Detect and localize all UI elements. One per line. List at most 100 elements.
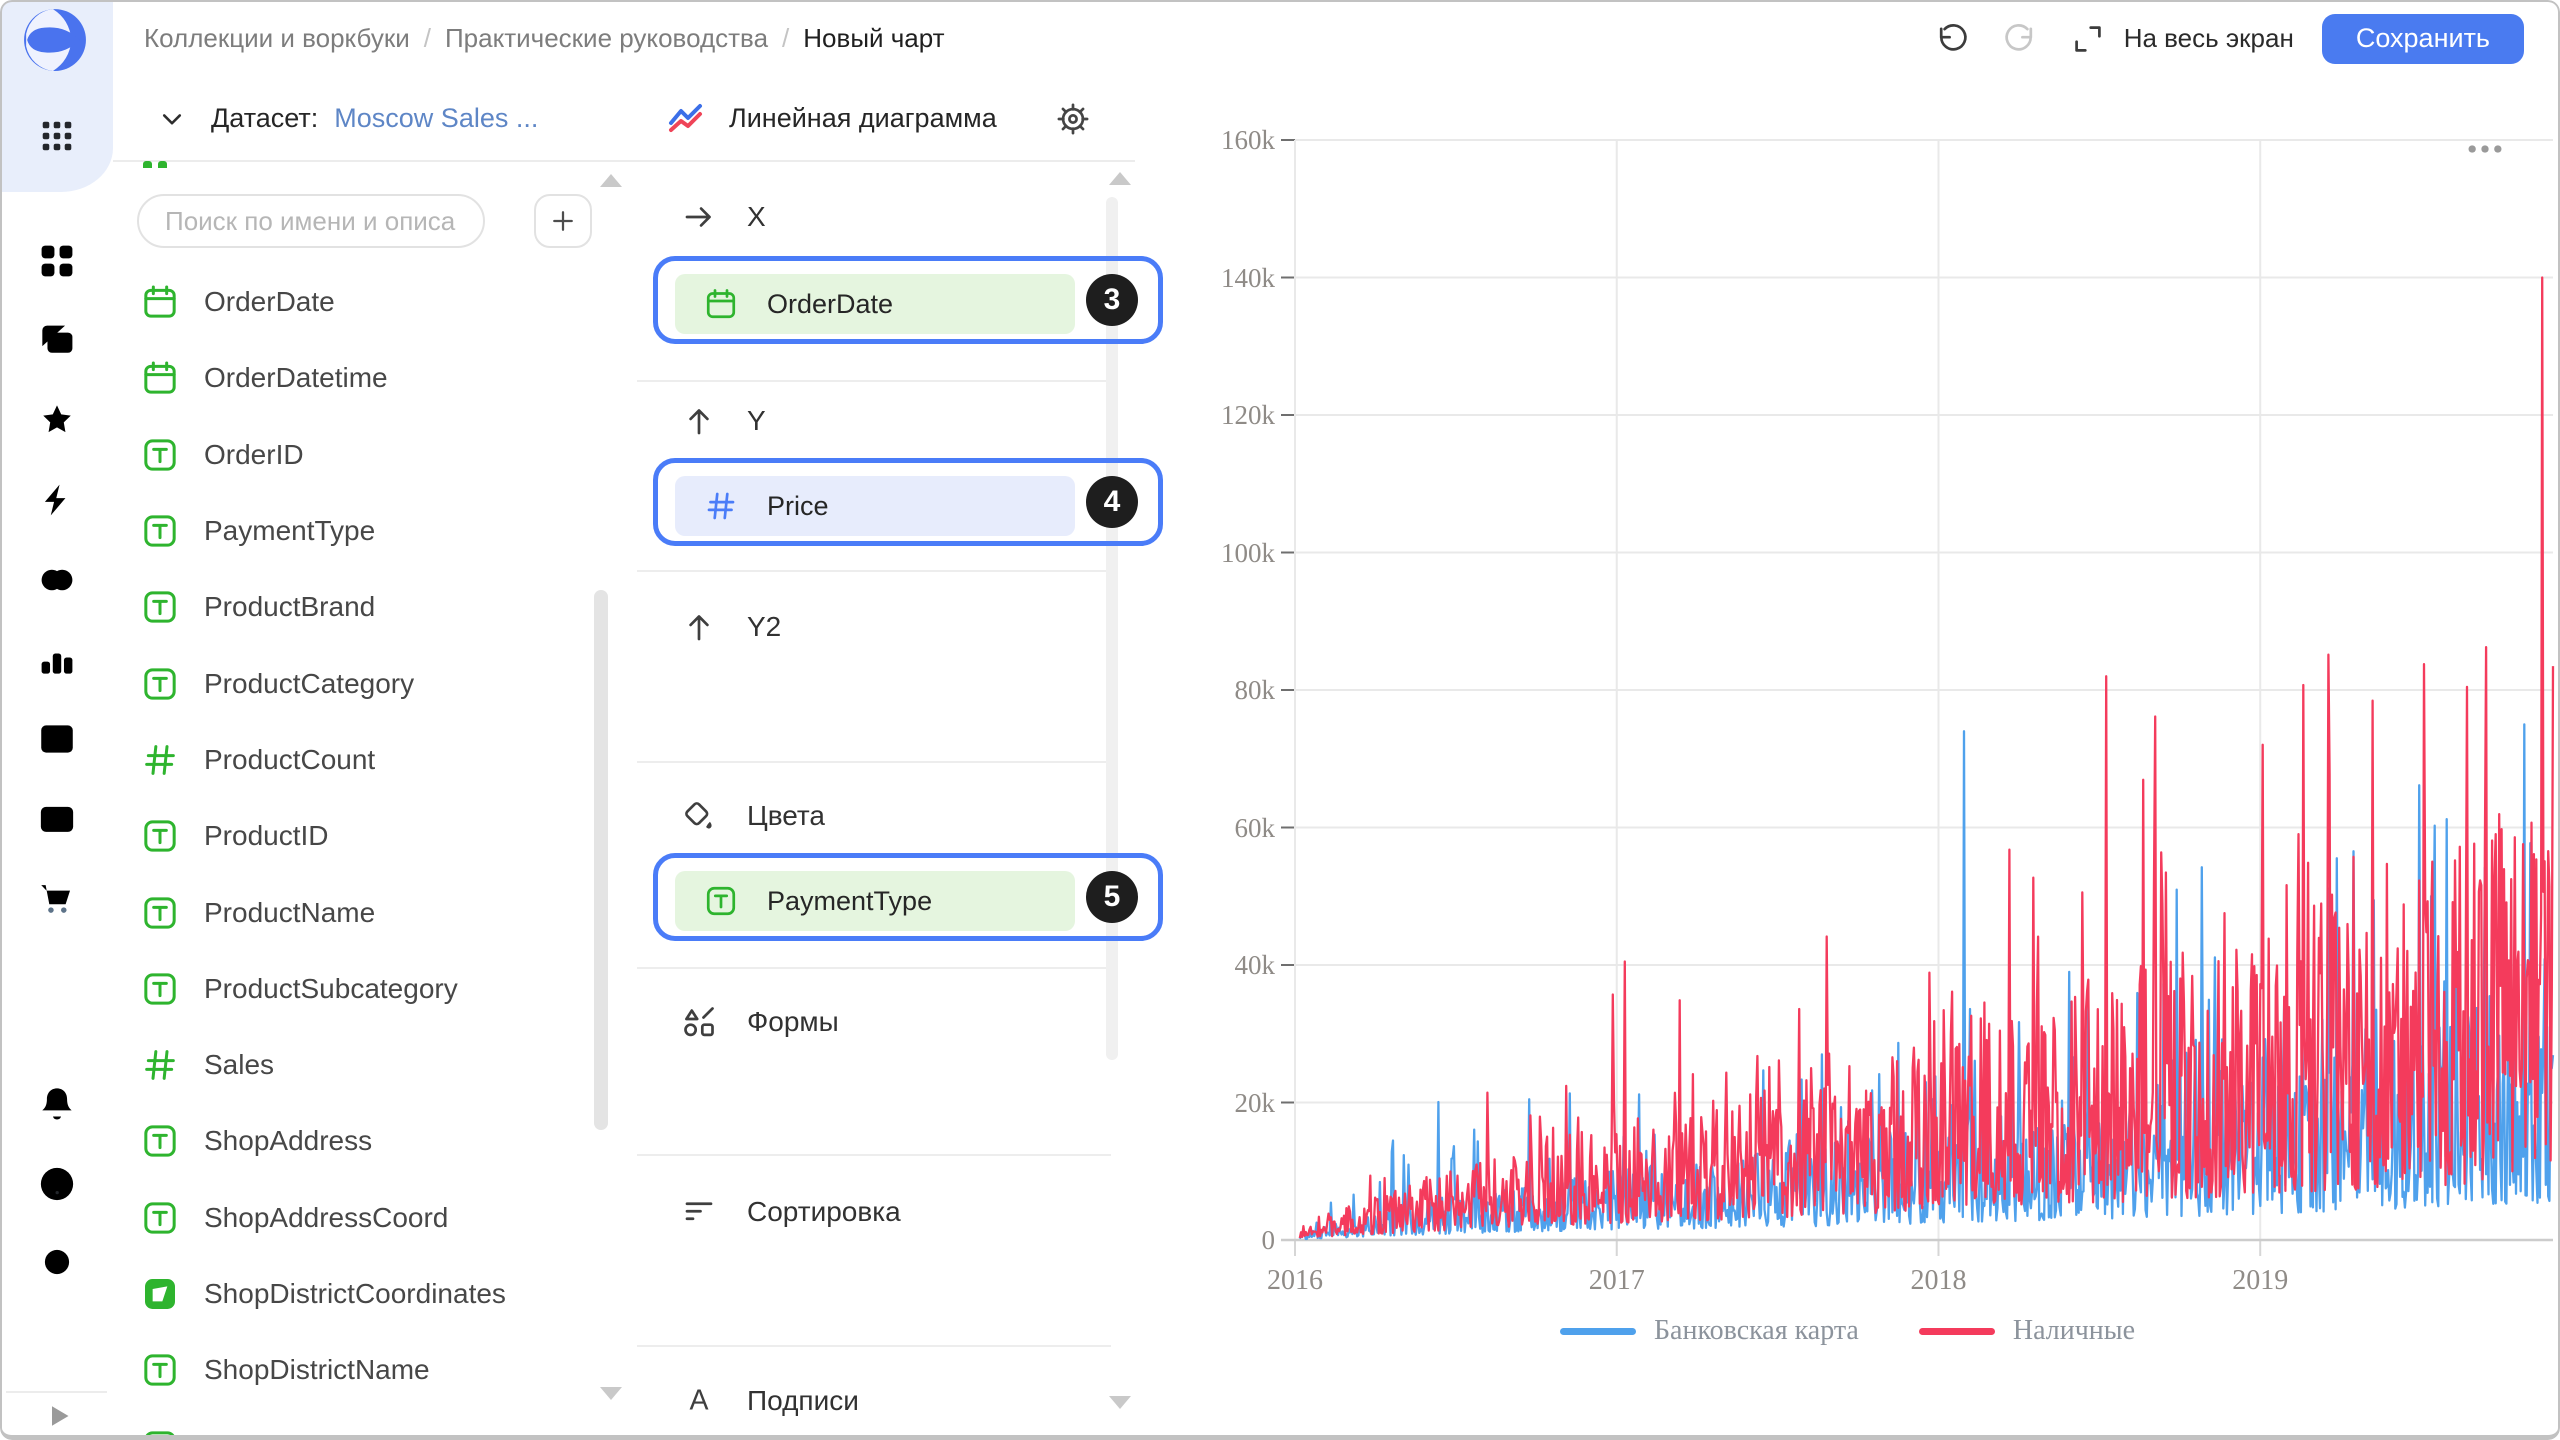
y-axis-tick-label: 80k <box>1234 675 1276 705</box>
dataset-field-row[interactable]: ProductCategory <box>113 645 623 721</box>
legend-label: Банковская карта <box>1653 1315 1859 1346</box>
fullscreen-button[interactable]: На весь экран <box>2068 19 2294 59</box>
undo-icon[interactable] <box>1932 19 1972 59</box>
divider <box>637 761 1111 763</box>
scroll-up-icon[interactable] <box>600 174 622 187</box>
section-labels-label: Подписи <box>747 1385 859 1416</box>
divider <box>637 1154 1111 1156</box>
svg-text:A: A <box>689 1384 708 1416</box>
sidebar-item-editor[interactable] <box>34 478 80 524</box>
dataset-name-link[interactable]: Moscow Sales ... <box>334 103 539 133</box>
divider <box>637 570 1111 572</box>
y-axis-tick-label: 20k <box>1234 1087 1276 1118</box>
save-button[interactable]: Сохранить <box>2321 13 2524 64</box>
breadcrumb-collections[interactable]: Коллекции и воркбуки <box>144 23 410 53</box>
chevron-down-icon[interactable] <box>155 102 189 136</box>
dataset-field-row[interactable]: ShopDistrictName <box>113 1332 623 1408</box>
text-icon <box>140 1198 180 1238</box>
field-search-input[interactable] <box>137 194 485 248</box>
breadcrumb-separator: / <box>423 23 431 53</box>
sidebar-item-datasets[interactable] <box>34 717 80 763</box>
chart-type-header: Линейная диаграмма <box>637 77 1135 162</box>
dataset-field-row[interactable]: ShopAddressCoord <box>113 1180 623 1256</box>
rail-top-block <box>0 0 113 192</box>
text-icon <box>140 816 180 856</box>
section-colors: Цвета <box>681 794 825 838</box>
x-field-chip[interactable]: OrderDate <box>675 274 1075 334</box>
notifications-bell-icon[interactable] <box>34 1082 80 1128</box>
dataset-field-row[interactable]: ShopID <box>113 1408 623 1440</box>
scroll-down-icon[interactable] <box>1109 1396 1131 1409</box>
dataset-field-row[interactable]: ProductName <box>113 874 623 950</box>
sidebar-item-dashboards[interactable] <box>34 239 80 285</box>
dataset-field-row[interactable]: OrderDatetime <box>113 340 623 416</box>
legend-swatch <box>1559 1327 1636 1335</box>
calendar-icon <box>703 286 739 322</box>
sidebar-item-collections[interactable] <box>34 319 80 365</box>
chart-menu-dots-icon[interactable] <box>2455 129 2515 169</box>
dataset-field-row[interactable]: ProductBrand <box>113 569 623 645</box>
config-scrollbar[interactable] <box>1106 197 1118 1060</box>
redo-icon[interactable] <box>2000 19 2040 59</box>
line-chart-type-icon[interactable] <box>667 101 711 137</box>
breadcrumb-current-chart: Новый чарт <box>803 23 945 53</box>
series-line-1 <box>1298 276 2555 1239</box>
fullscreen-icon <box>2068 19 2108 59</box>
section-labels: A Подписи <box>681 1379 859 1423</box>
letter-a-icon: A <box>681 1383 717 1419</box>
datalens-logo[interactable] <box>22 7 88 73</box>
sidebar-item-connections[interactable] <box>34 558 80 604</box>
expand-rail-button[interactable] <box>38 1398 78 1434</box>
text-icon <box>140 969 180 1009</box>
dataset-header: Датасет: Moscow Sales ... <box>113 77 637 162</box>
dataset-field-row[interactable]: PaymentType <box>113 493 623 569</box>
fullscreen-label: На весь экран <box>2123 23 2294 53</box>
dataset-field-row[interactable]: ProductSubcategory <box>113 951 623 1027</box>
line-chart-plot[interactable] <box>1135 77 2560 1440</box>
settings-gear-icon[interactable] <box>34 1240 80 1286</box>
x-axis-tick-label: 2018 <box>1910 1265 1967 1296</box>
section-x: X <box>681 195 766 239</box>
sidebar-item-storage[interactable] <box>34 797 80 843</box>
field-list-scrollbar[interactable] <box>594 590 608 1130</box>
dataset-field-row[interactable]: ShopAddress <box>113 1103 623 1179</box>
calendar-icon <box>140 358 180 398</box>
colors-field-chip[interactable]: PaymentType <box>675 871 1075 931</box>
chart-legend: Банковская карта Наличные <box>1135 1315 2560 1347</box>
section-sort-label: Сортировка <box>747 1196 901 1227</box>
legend-item[interactable]: Банковская карта <box>1559 1315 1859 1347</box>
legend-label: Наличные <box>2012 1315 2136 1346</box>
legend-item[interactable]: Наличные <box>1918 1315 2136 1347</box>
sidebar-item-services[interactable] <box>34 956 80 1002</box>
x-axis-tick-label: 2016 <box>1267 1265 1323 1296</box>
help-icon[interactable] <box>34 1162 80 1208</box>
y-axis-tick-label: 140k <box>1221 262 1275 293</box>
chart-settings-gear-icon[interactable] <box>1053 99 1093 139</box>
dataset-field-row[interactable]: Sales <box>113 1027 623 1103</box>
dataset-field-row[interactable]: ShopDistrictCoordinates <box>113 1256 623 1332</box>
sidebar-item-favorites[interactable] <box>34 398 80 444</box>
shapes-icon <box>681 1004 717 1040</box>
dataset-field-row[interactable]: ProductCount <box>113 722 623 798</box>
divider <box>637 1345 1111 1347</box>
y-axis-tick-label: 0 <box>1261 1225 1276 1255</box>
chart-type-label[interactable]: Линейная диаграмма <box>729 103 997 133</box>
y-axis-tick-label: 100k <box>1221 537 1275 568</box>
scroll-down-icon[interactable] <box>600 1387 622 1400</box>
dataset-field-row[interactable]: OrderDate <box>113 264 623 340</box>
apps-grid-icon[interactable] <box>34 114 80 160</box>
section-y2: Y2 <box>681 605 781 649</box>
section-sort: Сортировка <box>681 1190 901 1234</box>
sidebar-item-charts[interactable] <box>34 637 80 683</box>
sidebar-item-marketplace[interactable] <box>34 876 80 922</box>
y-field-chip[interactable]: Price <box>675 476 1075 536</box>
scroll-up-icon[interactable] <box>1109 172 1131 185</box>
text-icon <box>140 1427 180 1440</box>
add-field-button[interactable] <box>534 194 592 248</box>
dataset-field-row[interactable]: OrderID <box>113 417 623 493</box>
text-icon <box>140 664 180 704</box>
breadcrumb-guides[interactable]: Практические руководства <box>444 23 769 53</box>
dataset-field-row[interactable]: ProductID <box>113 798 623 874</box>
text-type-icon <box>703 883 739 919</box>
